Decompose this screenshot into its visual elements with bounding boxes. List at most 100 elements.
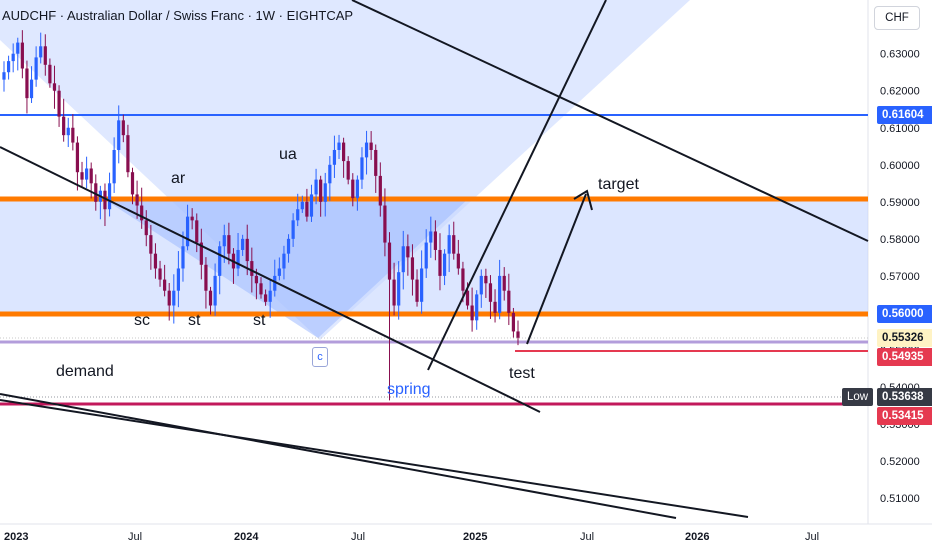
candle-down (163, 279, 167, 291)
candle-down (383, 205, 387, 243)
candle-up (328, 164, 332, 184)
trendline-descending-main[interactable] (0, 146, 541, 413)
candle-up (2, 72, 6, 80)
currency-button[interactable]: CHF (874, 6, 920, 30)
candle-up (213, 275, 217, 306)
candle-down (62, 116, 66, 136)
price-tag-last[interactable]: 0.55326 (877, 329, 932, 347)
candle-down (130, 172, 135, 195)
candle-up (282, 253, 286, 269)
candle-up (241, 238, 245, 250)
candle-down (369, 142, 373, 150)
candle-up (107, 183, 112, 210)
candle-down (516, 331, 520, 338)
candle-up (172, 290, 176, 306)
label-c[interactable]: c (312, 347, 328, 367)
low-label: Low (842, 388, 874, 406)
x-tick-label: 2026 (685, 531, 709, 543)
candle-up (29, 79, 34, 99)
candle-down (227, 235, 231, 254)
candle-up (447, 235, 451, 254)
candle-up (323, 183, 327, 202)
price-tag-resistance[interactable]: 0.61604 (877, 106, 932, 124)
label-st-2: st (253, 312, 266, 329)
y-tick-label: 0.60000 (880, 160, 920, 172)
time-axis[interactable]: 2023 Jul 2024 Jul 2025 Jul 2026 Jul (4, 531, 819, 543)
candle-down (392, 279, 396, 306)
price-tag-support[interactable]: 0.56000 (877, 305, 932, 323)
candle-down (461, 268, 465, 291)
y-tick-label: 0.52000 (880, 456, 920, 468)
trendline-upper-channel[interactable] (351, 0, 869, 242)
candle-down (94, 183, 98, 202)
candle-up (286, 238, 291, 254)
candle-up (420, 268, 424, 302)
y-tick-label: 0.58000 (880, 234, 920, 246)
candle-up (429, 231, 433, 243)
candle-down (208, 290, 213, 306)
candle-up (16, 42, 20, 54)
candle-down (144, 220, 148, 236)
x-tick-label: Jul (580, 531, 594, 543)
candle-up (498, 275, 502, 313)
candle-down (456, 253, 460, 269)
candle-up (332, 149, 337, 165)
candle-down (135, 194, 139, 206)
candle-up (277, 268, 281, 276)
target-arrow[interactable] (526, 189, 593, 345)
label-target: target (598, 176, 639, 193)
x-tick-label: 2025 (463, 531, 487, 543)
label-test: test (509, 365, 535, 382)
candle-up (291, 220, 295, 239)
candle-up (117, 120, 121, 150)
trendline-steep-rising[interactable] (427, 0, 607, 371)
candle-up (185, 216, 190, 247)
x-tick-label: 2024 (234, 531, 259, 543)
y-tick-label: 0.59000 (880, 197, 920, 209)
price-tag-bottom[interactable]: 0.53415 (877, 407, 932, 425)
candle-up (66, 127, 70, 136)
candle-up (222, 235, 226, 247)
candle-down (48, 64, 52, 84)
y-tick-label: 0.51000 (880, 493, 920, 505)
candle-down (158, 268, 162, 280)
candle-up (176, 268, 180, 291)
candle-up (236, 249, 240, 269)
candle-down (259, 283, 263, 295)
price-tag-prev[interactable]: 0.54935 (877, 348, 932, 366)
candle-down (52, 83, 57, 91)
candle-down (263, 294, 268, 302)
candle-down (387, 242, 392, 280)
chart-title: AUDCHF · Australian Dollar / Swiss Franc… (2, 8, 354, 23)
label-ar: ar (171, 170, 186, 187)
candle-down (149, 235, 153, 254)
y-tick-label: 0.57000 (880, 271, 920, 283)
candle-up (268, 290, 272, 302)
candle-down (20, 42, 24, 69)
candle-up (364, 142, 369, 158)
candle-down (121, 120, 125, 136)
candle-up (34, 57, 38, 80)
candle-up (360, 157, 364, 180)
trendline-descending-long[interactable] (0, 393, 677, 519)
candle-up (112, 149, 116, 184)
candle-down (488, 283, 493, 302)
price-tag-low[interactable]: 0.53638 (877, 388, 932, 406)
candle-down (493, 301, 497, 313)
label-sc: sc (134, 312, 150, 329)
candle-down (80, 172, 84, 180)
candle-up (424, 242, 428, 269)
candle-down (57, 90, 61, 117)
candle-down (438, 249, 442, 276)
candle-up (314, 179, 318, 195)
candle-down (511, 312, 516, 332)
trendline-bottom[interactable] (0, 399, 749, 518)
candle-down (204, 264, 208, 291)
candle-up (181, 246, 185, 269)
spring-wedge-zone (104, 199, 468, 338)
label-demand: demand (56, 363, 114, 380)
candlestick-series (2, 30, 520, 401)
candle-up (401, 246, 405, 273)
candle-up (397, 272, 401, 306)
